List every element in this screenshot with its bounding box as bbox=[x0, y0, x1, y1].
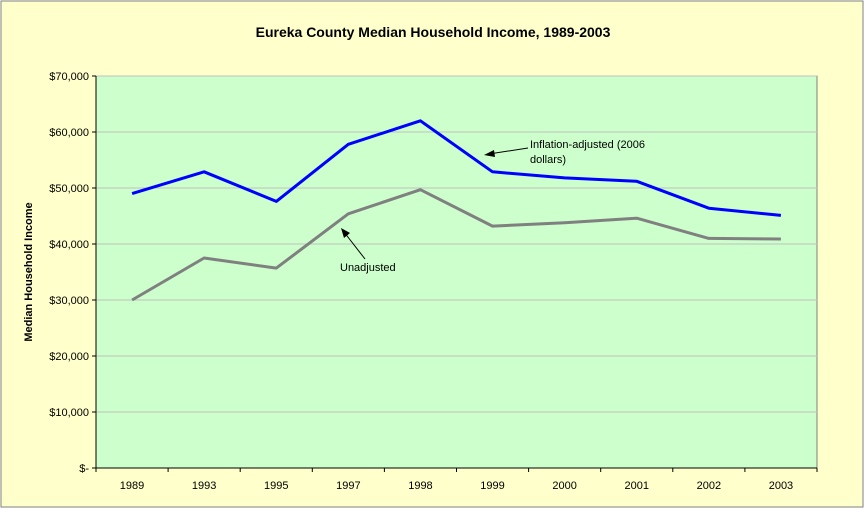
gridlines bbox=[96, 75, 817, 413]
series-line-unadjusted bbox=[131, 188, 781, 302]
arrow-head-icon bbox=[484, 150, 495, 157]
y-axis-ticks: $- $10,000 $20,000 $30,000 $40,000 $50,000 $60… bbox=[49, 71, 96, 475]
x-tick-label: 1998 bbox=[408, 480, 432, 492]
x-tick-label: 2000 bbox=[552, 480, 576, 492]
y-tick-label: $20,000 bbox=[49, 351, 89, 363]
series-lines bbox=[131, 119, 782, 302]
x-tick-label: 2001 bbox=[625, 480, 649, 492]
y-tick-label: $50,000 bbox=[49, 183, 89, 195]
chart-title: Eureka County Median Household Income, 1… bbox=[256, 24, 611, 40]
x-axis-ticks: 1989 1993 1995 1997 1998 1999 2000 2001 2002 2003 bbox=[95, 468, 818, 492]
annotation-arrow-line bbox=[488, 147, 529, 155]
annotation-inflation-adjusted: Inflation-adjusted (2006 dollars) bbox=[484, 139, 645, 166]
annotation-inflation-line1: Inflation-adjusted (2006 bbox=[530, 139, 645, 151]
y-tick-label: $30,000 bbox=[49, 295, 89, 307]
y-axis-label: Median Household Income bbox=[23, 202, 35, 341]
series-line-inflation-adjusted bbox=[131, 119, 782, 217]
annotation-unadjusted-label: Unadjusted bbox=[340, 262, 396, 274]
plot-area bbox=[95, 75, 818, 469]
y-tick-label: $70,000 bbox=[49, 71, 89, 83]
x-tick-label: 1999 bbox=[480, 480, 504, 492]
x-tick-label: 1997 bbox=[336, 480, 360, 492]
x-tick-label: 1989 bbox=[120, 480, 144, 492]
annotation-arrow-line bbox=[343, 231, 366, 260]
arrow-head-icon bbox=[341, 228, 350, 238]
x-tick-label: 1995 bbox=[264, 480, 288, 492]
y-tick-label: $- bbox=[79, 463, 89, 475]
annotation-unadjusted: Unadjusted bbox=[340, 228, 396, 274]
y-tick-label: $10,000 bbox=[49, 407, 89, 419]
x-tick-label: 2003 bbox=[769, 480, 793, 492]
y-tick-label: $60,000 bbox=[49, 127, 89, 139]
x-tick-label: 1993 bbox=[192, 480, 216, 492]
annotation-inflation-line2: dollars) bbox=[530, 154, 566, 166]
y-tick-label: $40,000 bbox=[49, 239, 89, 251]
x-tick-label: 2002 bbox=[697, 480, 721, 492]
